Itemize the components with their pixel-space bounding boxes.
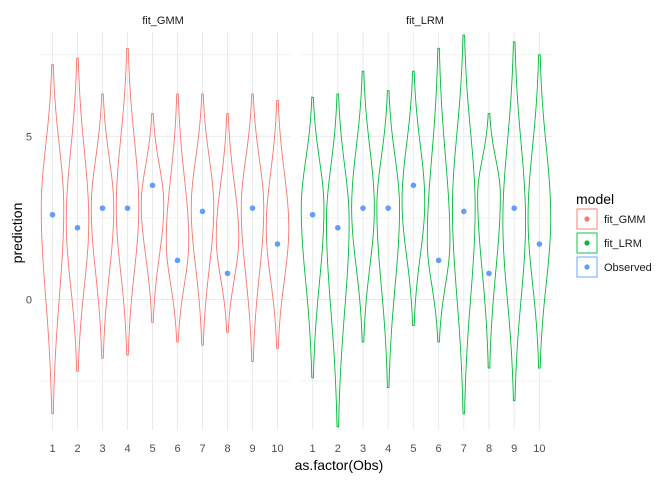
violin-fit-lrm-6 <box>426 47 451 343</box>
x-tick-label: 2 <box>74 443 80 455</box>
violin-fit-lrm-10 <box>527 54 552 369</box>
observed-point-1 <box>309 211 316 218</box>
observed-point-3 <box>99 205 106 211</box>
violin-fit-gmm-4 <box>115 47 140 356</box>
x-tick-label: 8 <box>224 443 230 455</box>
facet-strip-fit-gmm: fit_GMM <box>142 15 184 27</box>
observed-point-7 <box>199 208 206 215</box>
observed-point-6 <box>435 257 442 264</box>
observed-point-8 <box>486 270 492 277</box>
violin-fit-lrm-7 <box>452 34 476 415</box>
violin-fit-gmm-10 <box>265 100 290 349</box>
panel-fit-gmm <box>40 32 290 430</box>
observed-point-10 <box>274 241 281 247</box>
violin-fit-gmm-5 <box>140 113 165 323</box>
observed-point-5 <box>149 182 156 189</box>
x-tick-label: 9 <box>249 443 255 455</box>
x-tick-label: 3 <box>360 443 366 455</box>
violin-fit-gmm-3 <box>90 93 115 359</box>
x-tick-label: 1 <box>310 443 316 455</box>
violin-fit-gmm-1 <box>40 64 65 415</box>
violin-fit-gmm-6 <box>165 93 190 343</box>
legend-label: fit_LRM <box>604 238 642 250</box>
observed-point-9 <box>511 205 517 211</box>
violin-fit-lrm-2 <box>326 93 350 428</box>
legend-item-fit-lrm: fit_LRM <box>576 232 642 254</box>
legend-label: Observed <box>604 262 652 274</box>
x-axis-ticks: 1 2 3 4 5 6 7 8 9 10 1 2 3 4 5 6 7 8 9 10 <box>49 443 545 455</box>
violin-fit-lrm-3 <box>351 70 375 343</box>
legend-key-dot <box>584 240 590 246</box>
x-tick-label: 9 <box>511 443 517 455</box>
observed-point-3 <box>360 205 366 211</box>
violin-fit-lrm-5 <box>401 70 426 327</box>
observed-point-2 <box>335 224 341 231</box>
observed-point-2 <box>74 224 81 231</box>
legend-title: model <box>576 191 614 207</box>
observed-point-4 <box>124 205 131 211</box>
violin-fit-gmm-8 <box>215 113 240 333</box>
x-tick-label: 5 <box>410 443 416 455</box>
x-tick-label: 10 <box>533 443 545 455</box>
observed-point-4 <box>385 205 392 211</box>
observed-point-7 <box>461 208 467 215</box>
x-tick-label: 8 <box>486 443 492 455</box>
chart-panels <box>40 32 552 430</box>
violin-fit-lrm-1 <box>300 96 325 379</box>
y-tick-label: 0 <box>26 295 32 307</box>
y-axis-ticks: 05 <box>26 131 32 306</box>
facet-strips: fit_GMM fit_LRM <box>142 15 444 27</box>
legend-item-observed: Observed <box>576 256 652 278</box>
violin-fit-gmm-9 <box>240 93 265 362</box>
x-tick-label: 1 <box>49 443 55 455</box>
x-axis-label: as.factor(Obs) <box>295 457 384 473</box>
legend-item-fit-gmm: fit_GMM <box>576 208 646 230</box>
x-tick-label: 10 <box>271 443 283 455</box>
y-tick-label: 5 <box>26 131 32 143</box>
x-tick-label: 4 <box>385 443 391 455</box>
x-tick-label: 6 <box>436 443 442 455</box>
x-tick-label: 5 <box>149 443 155 455</box>
violin-fit-lrm-9 <box>502 41 526 402</box>
observed-point-6 <box>174 257 181 264</box>
x-tick-label: 7 <box>199 443 205 455</box>
violin-fit-gmm-7 <box>190 93 215 346</box>
violin-fit-lrm-8 <box>477 113 501 369</box>
legend-key-dot <box>584 264 590 270</box>
x-tick-label: 6 <box>174 443 180 455</box>
y-axis-label: prediction <box>9 203 25 264</box>
observed-point-8 <box>224 270 231 277</box>
legend-key-dot <box>584 216 590 222</box>
x-tick-label: 2 <box>335 443 341 455</box>
x-tick-label: 3 <box>99 443 105 455</box>
observed-point-10 <box>536 241 543 247</box>
legend: model fit_GMM fit_LRM Observed <box>576 191 652 278</box>
panel-fit-lrm <box>300 32 552 430</box>
observed-point-9 <box>249 205 256 211</box>
legend-label: fit_GMM <box>604 214 646 226</box>
violin-fit-gmm-2 <box>65 57 90 372</box>
violin-fit-lrm-4 <box>376 90 400 389</box>
observed-point-5 <box>410 182 417 189</box>
x-tick-label: 7 <box>461 443 467 455</box>
x-tick-label: 4 <box>124 443 130 455</box>
facet-strip-fit-lrm: fit_LRM <box>406 15 444 27</box>
observed-point-1 <box>49 211 56 218</box>
